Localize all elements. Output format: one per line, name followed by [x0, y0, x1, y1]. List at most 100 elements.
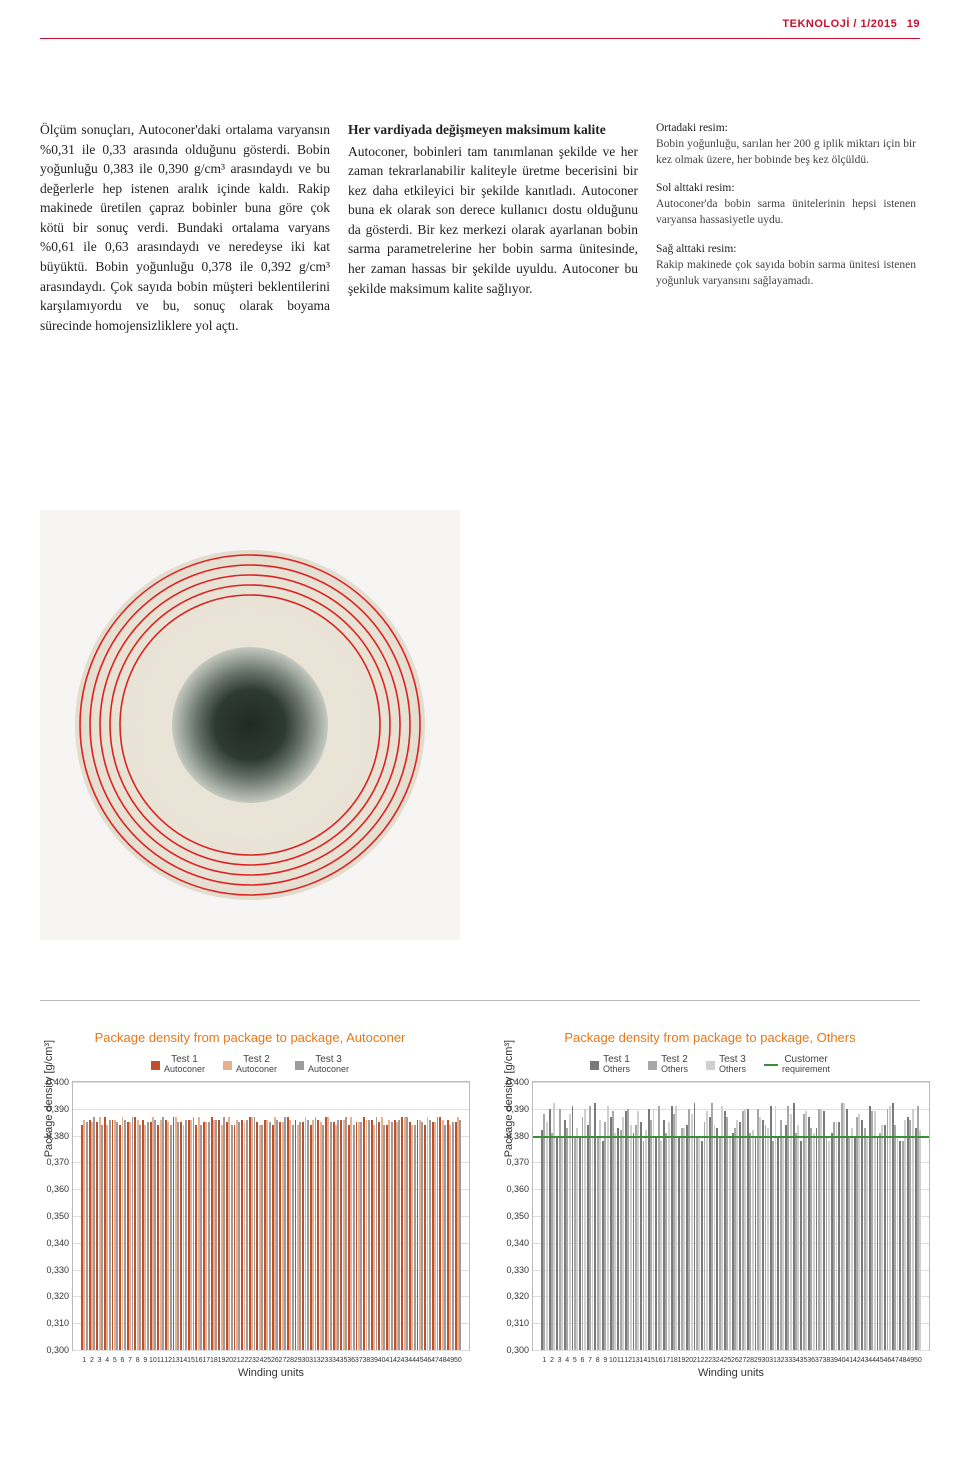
xtick: 18	[670, 1357, 678, 1364]
xtick: 35	[800, 1357, 808, 1364]
xtick: 20	[225, 1357, 233, 1364]
xtick: 13	[632, 1357, 640, 1364]
bar	[584, 1109, 586, 1350]
bar	[858, 1114, 860, 1350]
ytick: 0,400	[495, 1077, 529, 1087]
bar	[668, 1122, 670, 1350]
bar	[452, 1122, 454, 1350]
ytick: 0,320	[495, 1291, 529, 1301]
bar	[851, 1128, 853, 1350]
xtick: 8	[136, 1357, 140, 1364]
bar	[622, 1117, 624, 1350]
xtick: 27	[739, 1357, 747, 1364]
bar	[813, 1133, 815, 1350]
xtick: 16	[195, 1357, 203, 1364]
bar	[200, 1125, 202, 1350]
xtick: 19	[678, 1357, 686, 1364]
chart-right: Package density from package to package,…	[490, 1030, 930, 1379]
xtick: 32	[317, 1357, 325, 1364]
bar	[132, 1117, 134, 1350]
xtick: 30	[762, 1357, 770, 1364]
chart-left-legend: Test 1AutoconerTest 2AutoconerTest 3Auto…	[30, 1055, 470, 1075]
bar	[645, 1130, 647, 1350]
bar	[790, 1114, 792, 1350]
xtick: 21	[693, 1357, 701, 1364]
bar	[376, 1117, 378, 1350]
bar	[254, 1117, 256, 1350]
xtick: 30	[302, 1357, 310, 1364]
bar	[421, 1122, 423, 1350]
chart-left-title: Package density from package to package,…	[30, 1030, 470, 1045]
bar	[444, 1125, 446, 1350]
bar	[86, 1122, 88, 1350]
xtick: 13	[172, 1357, 180, 1364]
xtick: 3	[98, 1357, 102, 1364]
xtick: 7	[588, 1357, 592, 1364]
xtick: 3	[558, 1357, 562, 1364]
column-2-body: Autoconer, bobinleri tam tanımlanan şeki…	[348, 144, 638, 296]
chart-right-title: Package density from package to package,…	[490, 1030, 930, 1045]
bar	[284, 1117, 286, 1350]
ytick: 0,390	[495, 1104, 529, 1114]
chart-right-xlabel: Winding units	[532, 1367, 930, 1379]
xtick: 36	[807, 1357, 815, 1364]
xtick: 32	[777, 1357, 785, 1364]
ytick: 0,310	[35, 1318, 69, 1328]
ytick: 0,380	[35, 1131, 69, 1141]
bar	[653, 1109, 655, 1350]
xtick: 48	[439, 1357, 447, 1364]
ytick: 0,350	[495, 1211, 529, 1221]
ytick: 0,390	[35, 1104, 69, 1114]
bar	[93, 1117, 95, 1350]
caption-block: Sol alttaki resim:Autoconer'da bobin sar…	[656, 180, 916, 228]
xtick: 7	[128, 1357, 132, 1364]
ytick: 0,350	[35, 1211, 69, 1221]
bar	[553, 1103, 555, 1350]
ytick: 0,340	[495, 1238, 529, 1248]
bar	[569, 1114, 571, 1350]
bar	[660, 1141, 662, 1350]
xtick: 36	[347, 1357, 355, 1364]
xtick: 28	[746, 1357, 754, 1364]
column-3-captions: Ortadaki resim:Bobin yoğunluğu, sarılan …	[656, 120, 916, 335]
bar	[208, 1122, 210, 1350]
legend-item: Test 3Others	[706, 1055, 746, 1075]
ytick: 0,310	[495, 1318, 529, 1328]
legend-item: Test 3Autoconer	[295, 1055, 349, 1075]
xtick: 2	[550, 1357, 554, 1364]
bar	[116, 1122, 118, 1350]
bar	[782, 1136, 784, 1350]
bar	[881, 1125, 883, 1350]
xtick: 6	[580, 1357, 584, 1364]
bar	[193, 1117, 195, 1350]
xtick: 43	[861, 1357, 869, 1364]
bar	[919, 1130, 921, 1350]
caption-block: Ortadaki resim:Bobin yoğunluğu, sarılan …	[656, 120, 916, 168]
xtick: 43	[401, 1357, 409, 1364]
bar	[889, 1106, 891, 1350]
legend-item: Customerrequirement	[764, 1055, 830, 1075]
xtick: 41	[385, 1357, 393, 1364]
bar	[185, 1120, 187, 1350]
xtick: 5	[113, 1357, 117, 1364]
column-2: Her vardiyada değişmeyen maksimum kalite…	[348, 120, 638, 335]
xtick: 23	[248, 1357, 256, 1364]
bar	[147, 1122, 149, 1350]
xtick: 9	[143, 1357, 147, 1364]
xtick: 14	[180, 1357, 188, 1364]
bar	[109, 1120, 111, 1350]
xtick: 26	[731, 1357, 739, 1364]
xtick: 24	[256, 1357, 264, 1364]
bar	[269, 1122, 271, 1350]
ytick: 0,380	[495, 1131, 529, 1141]
bar	[406, 1117, 408, 1350]
bar	[170, 1125, 172, 1350]
bar	[345, 1117, 347, 1350]
bar	[836, 1122, 838, 1350]
xtick: 50	[914, 1357, 922, 1364]
ytick: 0,360	[35, 1184, 69, 1194]
bar	[592, 1138, 594, 1350]
xtick: 17	[662, 1357, 670, 1364]
xtick: 38	[363, 1357, 371, 1364]
xtick: 35	[340, 1357, 348, 1364]
